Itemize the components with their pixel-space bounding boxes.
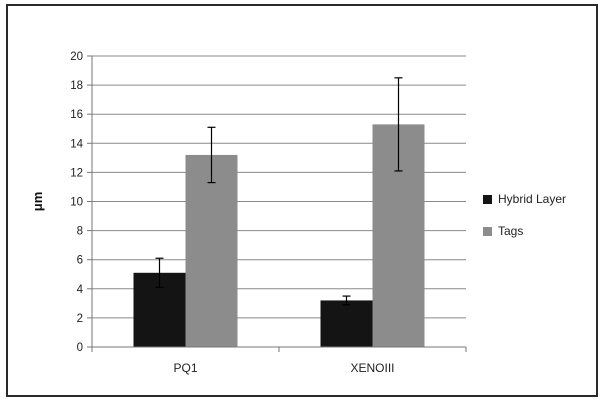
y-tick-label: 0 [77,342,83,354]
y-tick-label: 18 [70,80,83,92]
y-tick-label: 14 [70,138,83,150]
legend-label: Hybrid Layer [498,192,566,206]
legend-swatch [483,195,492,204]
bars [133,124,425,347]
y-tick-label: 6 [77,255,83,267]
legend: Hybrid Layer Tags [483,192,566,238]
y-tick-label: 20 [70,51,83,63]
y-tick-label: 2 [77,313,83,325]
bar-hybrid-layer-xenoiii [320,300,373,347]
y-tick-label: 12 [70,167,83,179]
axes [91,56,467,352]
bar-tags-pq1 [185,154,238,347]
legend-swatch [483,227,492,236]
chart-frame: 0 2 4 6 8 10 12 14 16 18 20 PQ1 XENOIII μm Hybrid L… [6,4,598,397]
y-tick-label: 16 [70,109,83,121]
y-tick-label: 8 [77,226,83,238]
y-tick-label: 4 [77,284,84,296]
legend-label: Tags [498,224,523,238]
bar-chart: 0 2 4 6 8 10 12 14 16 18 20 PQ1 XENOIII μm Hybrid L… [30,51,566,375]
y-axis-label: μm [30,192,45,212]
x-category-label: PQ1 [173,361,197,375]
x-category-label: XENOIII [350,361,394,375]
y-tick-labels: 0 2 4 6 8 10 12 14 16 18 20 [70,51,83,354]
x-category-labels: PQ1 XENOIII [173,361,394,375]
y-tick-label: 10 [70,197,83,209]
error-bars [155,77,403,306]
